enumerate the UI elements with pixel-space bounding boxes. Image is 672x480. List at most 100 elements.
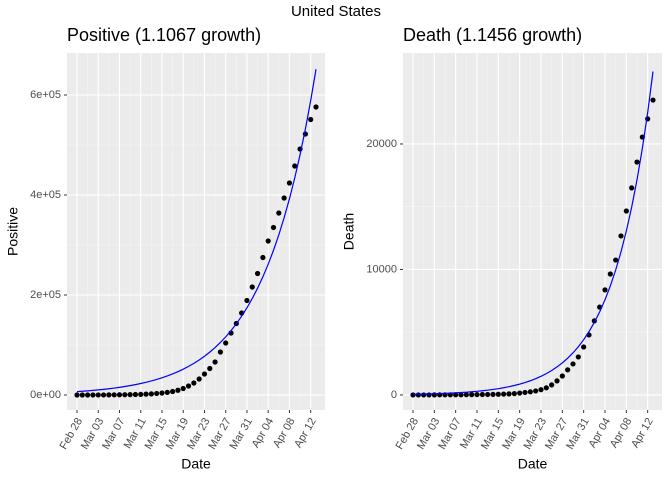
- data-point: [265, 238, 271, 244]
- data-point: [74, 392, 80, 398]
- data-point: [463, 392, 469, 398]
- y-axis-label: Death: [341, 213, 357, 250]
- data-point: [106, 392, 112, 398]
- figure-title: United States: [291, 3, 381, 20]
- data-point: [538, 387, 544, 393]
- y-tick-label: 4e+05: [30, 189, 61, 201]
- y-tick-label: 2e+05: [30, 289, 61, 301]
- plot-background: [403, 53, 662, 410]
- data-point: [474, 391, 480, 398]
- data-point: [313, 104, 319, 110]
- data-point: [527, 389, 533, 395]
- data-point: [575, 354, 581, 360]
- data-point: [565, 367, 571, 373]
- data-point: [207, 365, 213, 372]
- data-point: [308, 116, 314, 123]
- data-point: [159, 390, 165, 396]
- data-point: [85, 392, 91, 398]
- x-axis-label: Date: [181, 456, 211, 472]
- data-point: [212, 359, 218, 365]
- y-tick-label: 6e+05: [30, 89, 61, 101]
- data-point: [607, 271, 613, 277]
- data-point: [217, 349, 223, 355]
- data-point: [143, 391, 149, 397]
- data-point: [517, 390, 523, 396]
- data-point: [415, 392, 421, 398]
- data-point: [79, 392, 85, 398]
- data-point: [618, 233, 624, 239]
- data-point: [180, 385, 186, 392]
- data-point: [629, 185, 635, 191]
- data-point: [281, 195, 287, 201]
- data-point: [543, 385, 549, 391]
- y-tick-label: 0: [391, 389, 397, 401]
- data-point: [501, 391, 507, 397]
- data-point: [458, 392, 464, 398]
- y-tick-label: 10000: [366, 263, 397, 275]
- data-point: [100, 392, 107, 398]
- data-point: [485, 391, 491, 398]
- data-point: [276, 210, 282, 216]
- data-point: [254, 270, 261, 277]
- data-point: [533, 388, 539, 394]
- data-point: [223, 340, 229, 346]
- data-point: [111, 392, 117, 398]
- data-point: [490, 391, 496, 397]
- y-tick-label: 20000: [366, 138, 397, 150]
- data-point: [549, 382, 555, 388]
- data-point: [138, 391, 144, 397]
- data-point: [421, 392, 427, 398]
- data-point: [613, 257, 619, 263]
- y-tick-label: 0e+00: [30, 389, 61, 401]
- data-point: [522, 389, 528, 396]
- data-point: [170, 388, 176, 395]
- data-point: [426, 392, 432, 398]
- panel-title: Positive (1.1067 growth): [67, 25, 261, 45]
- data-point: [431, 392, 437, 398]
- data-point: [645, 116, 651, 122]
- data-point: [495, 391, 501, 397]
- data-point: [623, 208, 629, 214]
- data-point: [511, 390, 517, 397]
- data-point: [286, 180, 293, 186]
- data-point: [270, 224, 277, 231]
- data-point: [90, 392, 96, 398]
- data-point: [469, 392, 475, 398]
- panel-title: Death (1.1456 growth): [403, 25, 582, 45]
- data-point: [148, 391, 154, 397]
- plot-background: [67, 53, 325, 410]
- data-point: [559, 373, 565, 379]
- data-point: [154, 390, 160, 397]
- data-point: [201, 371, 208, 377]
- data-point: [570, 361, 576, 367]
- data-point: [191, 380, 197, 386]
- data-point: [634, 159, 640, 165]
- data-point: [132, 391, 139, 398]
- data-point: [292, 163, 298, 169]
- data-point: [554, 378, 560, 384]
- y-axis-label: Positive: [5, 207, 21, 256]
- x-tick-label: Apr 12: [292, 416, 319, 450]
- data-point: [249, 284, 255, 290]
- data-point: [122, 392, 128, 398]
- data-point: [175, 387, 181, 393]
- data-point: [164, 389, 170, 395]
- data-point: [650, 97, 656, 103]
- fit-line: [412, 71, 654, 395]
- data-point: [127, 392, 133, 398]
- data-point: [602, 287, 608, 293]
- data-point: [260, 254, 266, 261]
- fit-line: [76, 69, 317, 393]
- data-point: [116, 392, 123, 398]
- data-point: [410, 392, 416, 398]
- data-point: [479, 391, 485, 398]
- x-axis-label: Date: [518, 456, 548, 472]
- x-tick-label: Apr 12: [629, 416, 656, 450]
- data-point: [95, 392, 101, 398]
- data-point: [185, 383, 192, 389]
- data-point: [244, 297, 250, 304]
- data-point: [506, 391, 512, 397]
- data-point: [581, 344, 587, 350]
- data-point: [196, 376, 202, 382]
